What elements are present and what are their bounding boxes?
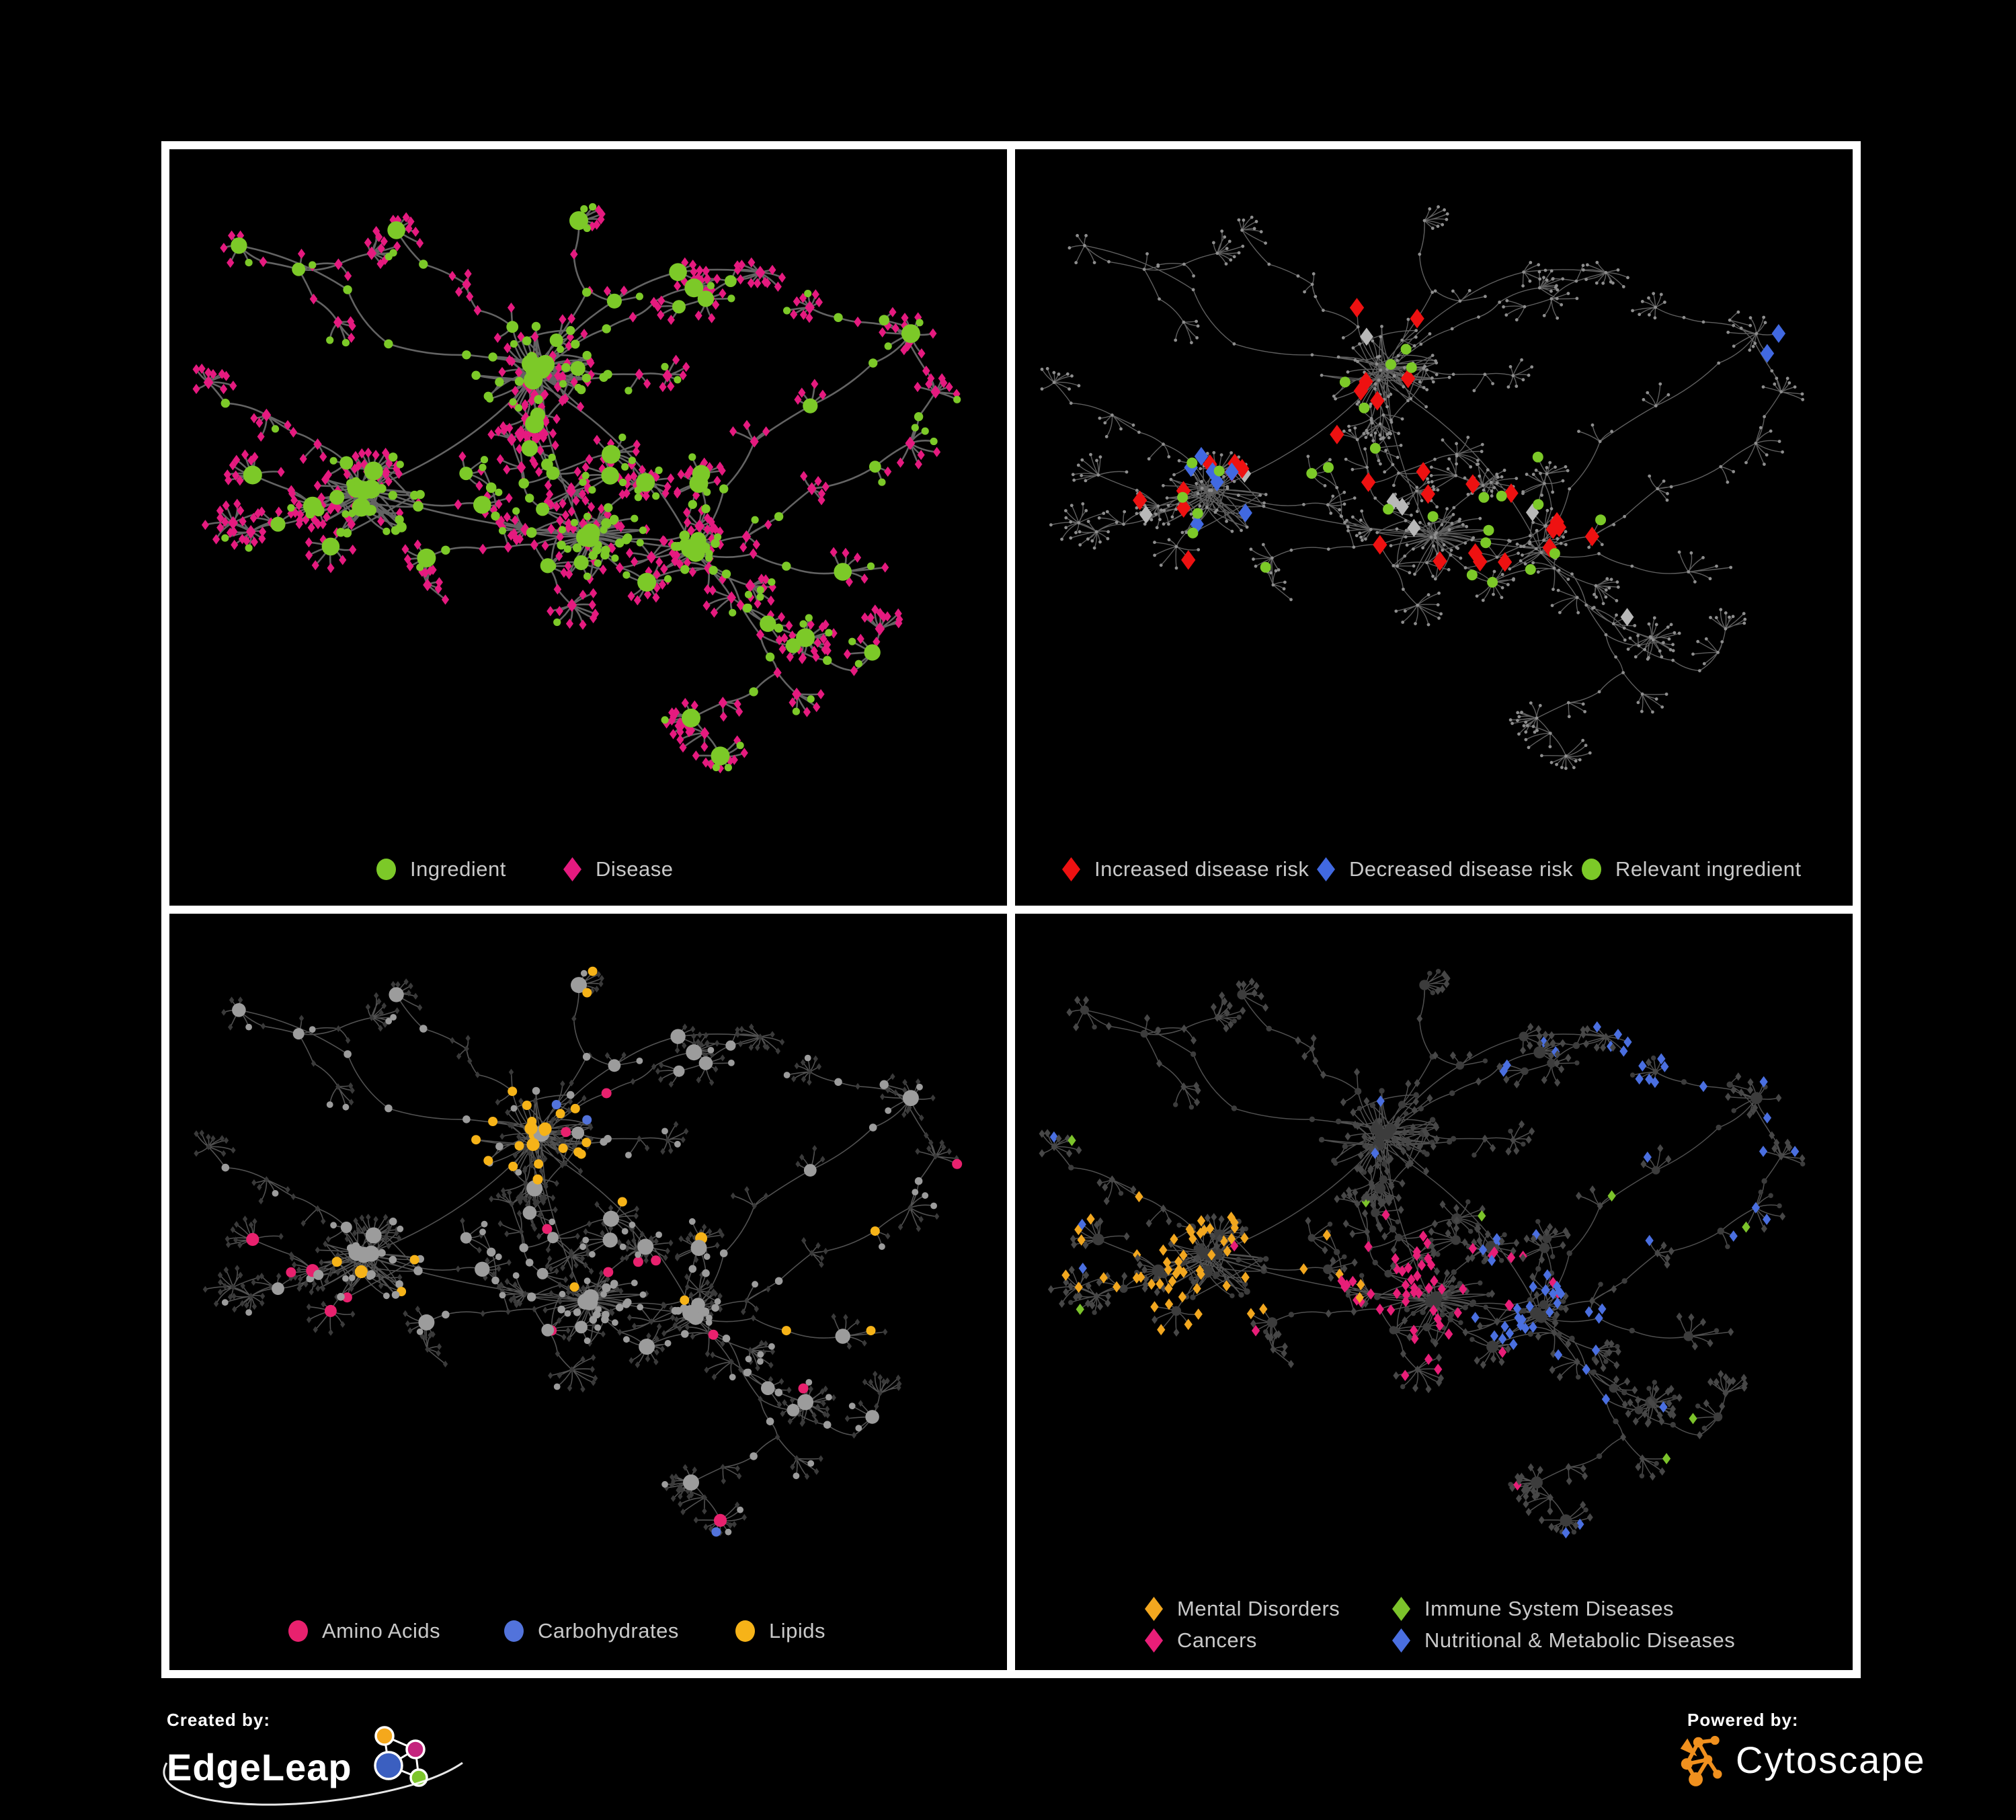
edgeleap-logo-icon bbox=[373, 1726, 428, 1787]
panel-disease-classes: Mental Disorders Immune System Diseases Ca… bbox=[1015, 914, 1853, 1670]
cytoscape-logo-icon bbox=[1680, 1735, 1722, 1786]
network-svg-disease-risk bbox=[1040, 205, 1805, 770]
panel-grid-frame: Ingredient Disease Increased disease risk… bbox=[161, 141, 1861, 1678]
network-svg-nutrient-classes bbox=[194, 966, 963, 1537]
created-by-block: Created by: EdgeLeap bbox=[163, 1710, 463, 1806]
created-by-label: Created by: bbox=[167, 1710, 271, 1730]
network-svg-disease-classes bbox=[1039, 969, 1806, 1539]
powered-by-block: Powered by: Cytoscape bbox=[1678, 1710, 1926, 1787]
panel-nutrient-classes: Amino Acids Carbohydrates Lipids bbox=[169, 914, 1007, 1670]
cytoscape-wordmark: Cytoscape bbox=[1736, 1738, 1926, 1781]
edgeleap-wordmark: EdgeLeap bbox=[167, 1745, 352, 1788]
panel-disease-risk: Increased disease risk Decreased disease … bbox=[1015, 149, 1853, 906]
network-svg-ingredient-disease bbox=[192, 203, 961, 774]
powered-by-label: Powered by: bbox=[1687, 1710, 1799, 1730]
panel-ingredient-disease: Ingredient Disease bbox=[169, 149, 1007, 906]
